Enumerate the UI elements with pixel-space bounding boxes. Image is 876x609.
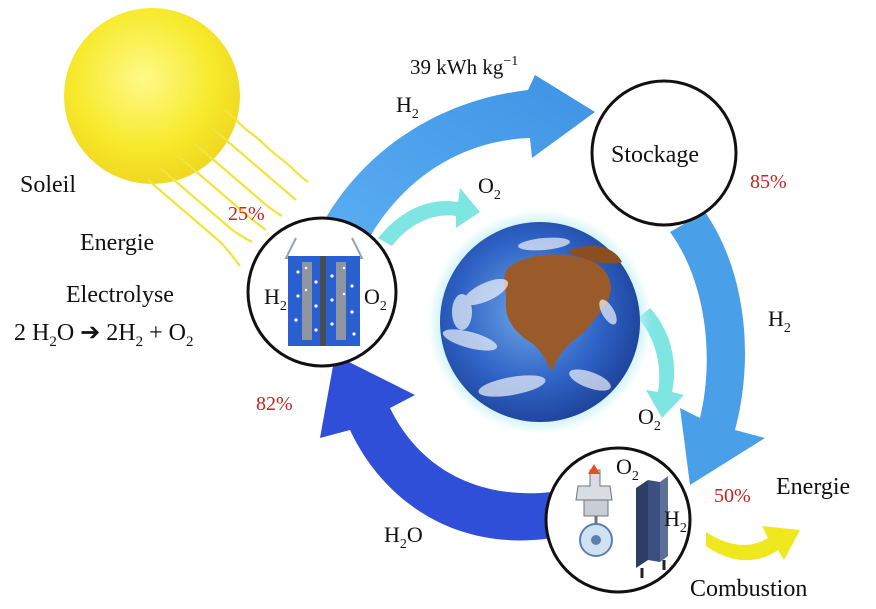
electrolysis-efficiency: 82% xyxy=(256,393,293,415)
equation-sub-a: 2 xyxy=(49,334,57,350)
soleil-label: Soleil xyxy=(20,172,76,198)
combustion-label: Combustion xyxy=(690,576,807,602)
stockage-label: Stockage xyxy=(611,142,699,168)
energy-density-label: 39 kWh kg−1 xyxy=(410,54,518,79)
combustion-unit xyxy=(544,446,692,594)
energy-density-exponent: −1 xyxy=(503,54,518,69)
o2-label-right: O2 xyxy=(638,404,661,434)
solar-efficiency: 25% xyxy=(228,203,265,225)
combustion-o2-label: O2 xyxy=(616,454,639,484)
energie-input-label: Energie xyxy=(80,230,154,256)
equation-part-a: 2 H xyxy=(14,320,49,346)
combustion-efficiency: 50% xyxy=(714,485,751,507)
gas-bubbles xyxy=(294,266,356,336)
equation-part-c: + O xyxy=(143,320,186,346)
energie-output-label: Energie xyxy=(776,474,850,500)
o2-intake-arrow xyxy=(638,308,684,418)
combustion-h2-label: H2 xyxy=(664,506,687,536)
energy-output-arrow xyxy=(706,526,800,561)
h2-supply-arrow xyxy=(670,212,765,485)
h2-label-right: H2 xyxy=(768,306,791,336)
electrolyse-label: Electrolyse xyxy=(66,282,174,308)
storage-efficiency: 85% xyxy=(750,171,787,193)
electrolyzer-o2-label: O2 xyxy=(364,284,387,314)
sun-icon xyxy=(64,8,240,184)
equation-sub-b: 2 xyxy=(136,334,144,350)
equation-sub-c: 2 xyxy=(186,334,194,350)
energy-density-value: 39 kWh kg xyxy=(410,55,504,79)
storage-node xyxy=(590,79,738,227)
electrolyzer xyxy=(246,216,398,368)
electrolysis-equation: 2 H2O ➔ 2H2 + O2 xyxy=(14,320,194,350)
h2-label-top: H2 xyxy=(396,92,419,122)
h2o-return-arrow xyxy=(320,355,552,541)
membrane xyxy=(320,256,326,346)
engine-icon xyxy=(575,464,613,557)
electrode-right xyxy=(336,262,346,340)
earth-icon xyxy=(440,222,640,422)
sunlight-rays xyxy=(147,109,309,267)
equation-part-b: O ➔ 2H xyxy=(57,320,136,346)
h2o-label: H2O xyxy=(384,522,423,552)
h2-production-arrow xyxy=(318,75,595,240)
fuel-cell-stack-icon xyxy=(636,476,668,578)
electrode-left xyxy=(302,262,312,340)
electrolyzer-h2-label: H2 xyxy=(264,284,287,314)
o2-label-top: O2 xyxy=(478,173,501,203)
o2-release-arrow xyxy=(378,188,480,246)
